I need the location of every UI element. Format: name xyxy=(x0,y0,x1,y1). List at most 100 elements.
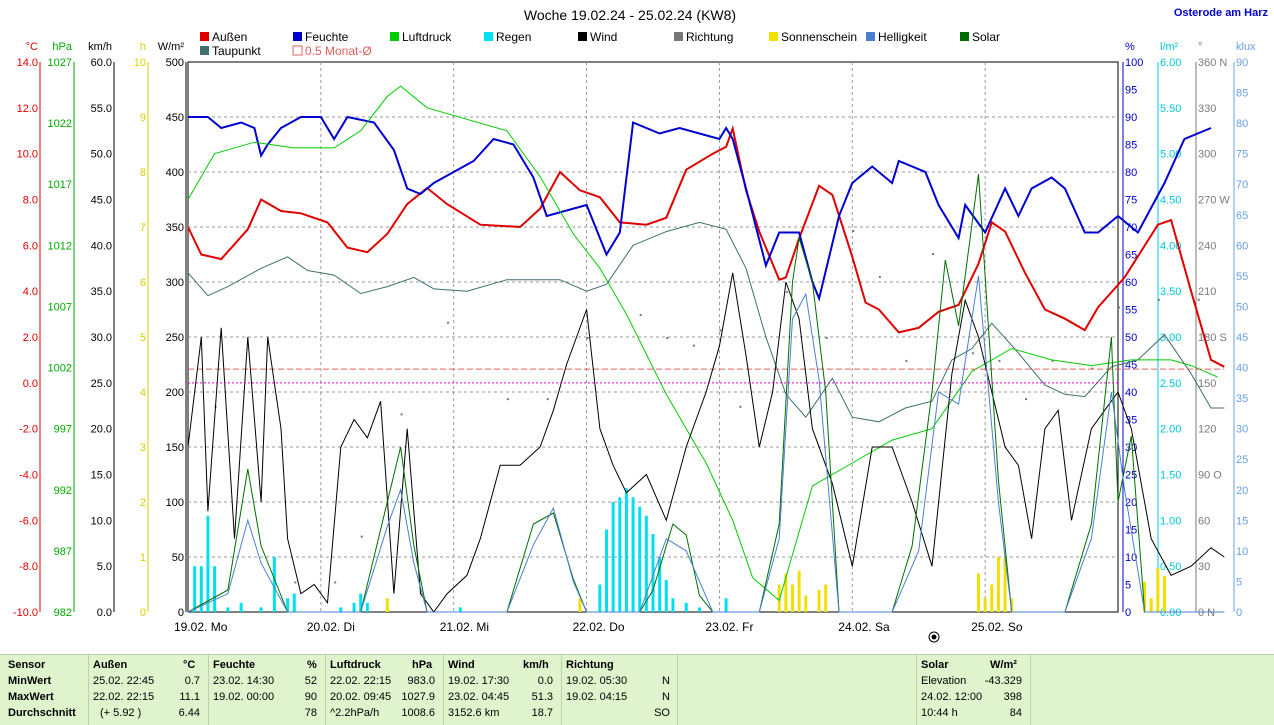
y-tick-label: 1 xyxy=(140,552,146,564)
stats-date: 19.02. 04:15 xyxy=(566,691,628,703)
y-tick-label: 25 xyxy=(1125,470,1137,482)
y-tick-label: 30 xyxy=(1198,561,1210,573)
y-tick-label: 10 xyxy=(1236,546,1248,558)
y-tick-label: 6 xyxy=(140,277,146,289)
y-tick-label: 20 xyxy=(1125,497,1137,509)
bar-regen xyxy=(199,566,203,612)
y-tick-label: 4.0 xyxy=(23,286,38,298)
bar-sonnenschein xyxy=(817,590,821,612)
bar-regen xyxy=(206,515,210,612)
y-tick-label: 100 xyxy=(1125,57,1143,69)
direction-dot xyxy=(1051,359,1054,362)
y-tick-label: -2.0 xyxy=(19,424,38,436)
y-tick-label: 9 xyxy=(140,112,146,124)
axis-unit-label: ° xyxy=(1198,41,1202,53)
y-tick-label: 14.0 xyxy=(17,57,38,69)
stats-date: 22.02. 22:15 xyxy=(93,691,155,703)
y-tick-label: 20.0 xyxy=(91,424,112,436)
stats-header-luftdruck: Luftdruck xyxy=(330,659,381,671)
legend-swatch xyxy=(292,45,303,56)
y-tick-label: 4 xyxy=(140,387,146,399)
bar-sonnenschein xyxy=(797,570,801,612)
direction-dot xyxy=(1157,298,1160,301)
stats-value: N xyxy=(662,675,670,687)
y-tick-label: 2.0 xyxy=(23,332,38,344)
y-tick-label: 60 xyxy=(1236,240,1248,252)
y-tick-label: 1022 xyxy=(48,118,72,130)
axis-unit-label: l/m² xyxy=(1160,41,1179,53)
bar-regen xyxy=(698,607,701,612)
y-tick-label: 30.0 xyxy=(91,332,112,344)
y-tick-label: 4.00 xyxy=(1160,240,1181,252)
stats-value: 6.44 xyxy=(178,707,200,719)
legend-swatch xyxy=(769,32,778,41)
y-tick-label: 55 xyxy=(1125,305,1137,317)
scroll-marker[interactable] xyxy=(928,631,940,643)
y-tick-label: 0.0 xyxy=(97,607,112,619)
bar-sonnenschein xyxy=(784,573,788,612)
y-tick-label: 35 xyxy=(1236,393,1248,405)
y-tick-label: -8.0 xyxy=(19,561,38,573)
y-tick-label: 20 xyxy=(1236,485,1248,497)
y-tick-label: 40.0 xyxy=(91,240,112,252)
y-tick-label: 25.0 xyxy=(91,378,112,390)
bar-sonnenschein xyxy=(977,573,980,612)
stats-divider xyxy=(677,655,678,725)
legend-label: Sonnenschein xyxy=(781,30,857,44)
direction-dot xyxy=(785,291,788,294)
location-label: Osterode am Harz xyxy=(1174,7,1269,19)
y-tick-label: 1027 xyxy=(48,57,72,69)
y-tick-label: 0 xyxy=(1125,607,1131,619)
stats-value: 1008.6 xyxy=(401,707,435,719)
direction-dot xyxy=(1118,306,1120,309)
stats-divider xyxy=(325,655,326,725)
y-tick-label: 360 N xyxy=(1198,57,1227,69)
y-tick-label: 10.0 xyxy=(91,515,112,527)
y-tick-label: 7 xyxy=(140,222,146,234)
bar-regen xyxy=(259,607,263,612)
weather-chart: 19.02. Mo 20.02. Di 21.02. Mi 22.02. Do 23.0… xyxy=(13,7,1269,643)
chart-marks xyxy=(187,85,1225,613)
legend-label: 0.5 Monat-Ø xyxy=(305,44,372,58)
stats-date: 23.02. 14:30 xyxy=(213,675,275,687)
stats-date: 19.02. 05:30 xyxy=(566,675,628,687)
stats-value: 0.7 xyxy=(184,675,200,687)
bar-sonnenschein xyxy=(791,584,794,612)
legend-swatch xyxy=(960,32,969,41)
stats-unit: °C xyxy=(183,659,196,671)
y-tick-label: 30 xyxy=(1236,424,1248,436)
bar-sonnenschein xyxy=(990,584,994,612)
y-tick-label: 95 xyxy=(1125,85,1137,97)
bar-regen xyxy=(618,497,622,612)
direction-dot xyxy=(1025,398,1027,401)
y-tick-label: 1.00 xyxy=(1160,515,1181,527)
y-tick-label: 8 xyxy=(140,167,146,179)
stats-divider xyxy=(916,655,917,725)
y-tick-label: 4.50 xyxy=(1160,195,1181,207)
y-tick-label: 10 xyxy=(134,57,146,69)
axis-unit-label: klux xyxy=(1236,41,1256,53)
stats-header-wind: Wind xyxy=(448,659,475,671)
y-tick-label: 75 xyxy=(1236,149,1248,161)
y-tick-label: 50 xyxy=(1125,332,1137,344)
y-tick-label: 70 xyxy=(1236,179,1248,191)
bar-regen xyxy=(359,593,363,612)
y-tick-label: 85 xyxy=(1125,140,1137,152)
bar-sonnenschein xyxy=(1010,598,1014,612)
chart-title: Woche 19.02.24 - 25.02.24 (KW8) xyxy=(524,7,736,23)
bar-regen xyxy=(458,607,462,612)
y-tick-label: 500 xyxy=(166,57,184,69)
y-tick-label: 0 N xyxy=(1198,607,1215,619)
y-tick-label: 5 xyxy=(140,332,146,344)
bar-sonnenschein xyxy=(578,598,582,612)
y-tick-label: 1.50 xyxy=(1160,470,1181,482)
y-tick-label: 45 xyxy=(1236,332,1248,344)
bar-regen xyxy=(286,598,290,612)
direction-dot xyxy=(294,581,297,584)
x-tick-label: 22.02. Do xyxy=(573,620,625,634)
x-tick-label: 21.02. Mi xyxy=(440,620,489,634)
y-tick-label: 1007 xyxy=(48,301,72,313)
stats-value: 90 xyxy=(304,691,317,703)
bar-regen xyxy=(193,566,197,612)
stats-unit: hPa xyxy=(412,659,433,671)
